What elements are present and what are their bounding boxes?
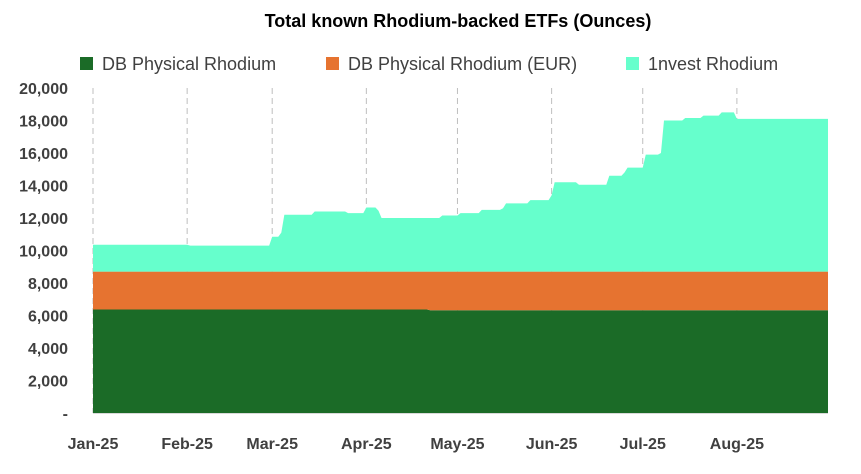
y-tick-label-4: 8,000 (28, 276, 68, 293)
y-tick-label-2: 4,000 (28, 341, 68, 358)
y-tick-label-9: 18,000 (19, 114, 68, 131)
legend-item-2: 1nvest Rhodium (626, 54, 778, 74)
legend-swatch-0 (80, 57, 93, 70)
legend-label-2: 1nvest Rhodium (648, 54, 778, 74)
legend-swatch-2 (626, 57, 639, 70)
x-tick-label-1: Feb-25 (161, 436, 213, 453)
x-tick-label-2: Mar-25 (246, 436, 298, 453)
chart-title: Total known Rhodium-backed ETFs (Ounces) (265, 11, 652, 31)
y-tick-label-10: 20,000 (19, 81, 68, 98)
y-tick-label-0: - (63, 406, 68, 423)
y-tick-label-5: 10,000 (19, 244, 68, 261)
x-tick-label-7: Aug-25 (710, 436, 764, 453)
series-area-2 (93, 112, 828, 272)
series-area-1 (93, 271, 828, 311)
x-tick-label-5: Jun-25 (526, 436, 578, 453)
series-area-0 (93, 309, 828, 413)
legend: DB Physical Rhodium DB Physical Rhodium … (80, 54, 778, 74)
legend-swatch-1 (326, 57, 339, 70)
legend-label-1: DB Physical Rhodium (EUR) (348, 54, 577, 74)
x-tick-label-4: May-25 (430, 436, 484, 453)
y-tick-label-3: 6,000 (28, 309, 68, 326)
y-tick-label-7: 14,000 (19, 179, 68, 196)
x-tick-label-3: Apr-25 (341, 436, 392, 453)
x-tick-label-0: Jan-25 (68, 436, 119, 453)
legend-item-1: DB Physical Rhodium (EUR) (326, 54, 577, 74)
y-tick-label-6: 12,000 (19, 211, 68, 228)
y-tick-label-1: 2,000 (28, 374, 68, 391)
x-tick-label-6: Jul-25 (620, 436, 666, 453)
y-tick-label-8: 16,000 (19, 146, 68, 163)
plot-area: - 2,000 4,000 6,000 8,000 10,000 12,000 14,000 1… (19, 81, 828, 453)
legend-item-0: DB Physical Rhodium (80, 54, 276, 74)
legend-label-0: DB Physical Rhodium (102, 54, 276, 74)
